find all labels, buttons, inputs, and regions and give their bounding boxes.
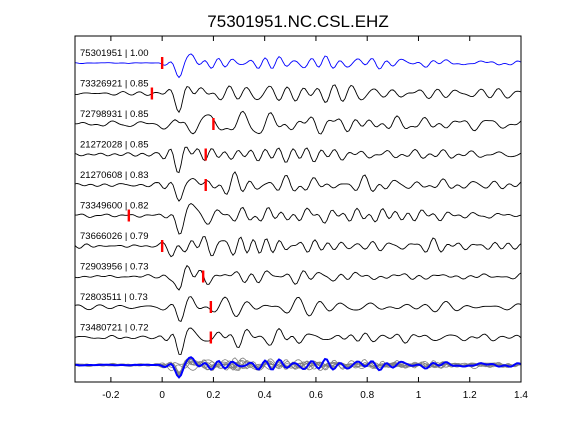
x-tick-label: 0 — [159, 390, 165, 401]
trace-label-72803511: 72803511 | 0.73 — [80, 292, 148, 303]
trace-label-72903956: 72903956 | 0.73 — [80, 262, 149, 273]
trace-line-73326921 — [75, 84, 522, 114]
trace-line-72903956 — [74, 264, 522, 291]
trace-line-21270608 — [74, 171, 522, 202]
plot-frame — [74, 35, 522, 383]
x-tick-label: 0.6 — [309, 390, 323, 401]
trace-label-73349600: 73349600 | 0.82 — [80, 201, 149, 212]
trace-line-72803511 — [74, 296, 522, 322]
trace-label-73666026: 73666026 | 0.79 — [80, 231, 149, 242]
pick-markers — [127, 57, 215, 344]
x-tick-label: -0.2 — [102, 390, 120, 401]
stack-trace-master — [74, 356, 522, 379]
trace-line-72798931 — [75, 110, 522, 135]
x-tick-label: 0.8 — [360, 390, 374, 401]
x-axis: -0.2 0 0.2 0.4 0.6 0.8 1 1.2 1.4 — [102, 36, 528, 401]
x-tick-label: 1.4 — [514, 390, 528, 401]
trace-label-21270608: 21270608 | 0.83 — [80, 170, 149, 181]
traces-layer — [74, 53, 522, 355]
trace-label-73326921: 73326921 | 0.85 — [80, 79, 149, 90]
chart-title: 75301951.NC.CSL.EHZ — [207, 12, 388, 31]
x-tick-label: 0.4 — [258, 390, 272, 401]
trace-label-73480721: 73480721 | 0.72 — [80, 323, 149, 334]
trace-label-75301951: 75301951 | 1.00 — [80, 48, 149, 59]
trace-label-21272028: 21272028 | 0.85 — [80, 140, 149, 151]
x-tick-label: 1 — [416, 390, 422, 401]
trace-labels: 75301951 | 1.00 73326921 | 0.85 72798931 |… — [80, 48, 149, 334]
trace-line-73480721 — [74, 327, 522, 355]
trace-label-72798931: 72798931 | 0.85 — [80, 109, 149, 120]
trace-line-73666026 — [74, 236, 522, 258]
trace-line-21272028 — [74, 146, 522, 174]
trace-line-75301951 — [74, 53, 522, 79]
stack-overlay — [74, 356, 522, 379]
x-tick-label: 0.2 — [206, 390, 220, 401]
x-tick-label: 1.2 — [463, 390, 477, 401]
trace-line-73349600 — [75, 202, 522, 235]
